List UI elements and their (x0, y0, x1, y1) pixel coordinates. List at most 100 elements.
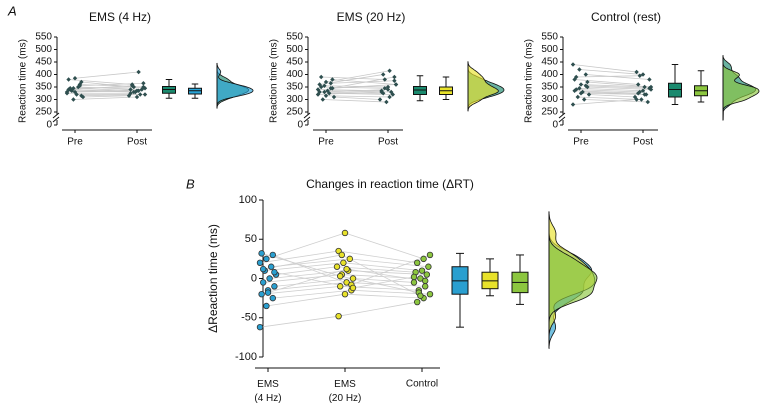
chart-title: EMS (20 Hz) (337, 10, 406, 24)
point (337, 272, 344, 280)
y-tick-label: -100 (235, 351, 257, 363)
point (390, 92, 395, 97)
point (136, 88, 141, 93)
point (139, 87, 144, 92)
pair-line (325, 95, 390, 98)
point (134, 94, 140, 100)
pair-line (346, 282, 426, 287)
panel-label: A (7, 3, 17, 18)
point (141, 81, 146, 86)
point (133, 89, 138, 95)
y-tick-label: 550 (35, 32, 52, 43)
axis-break (52, 112, 60, 123)
point (387, 68, 392, 73)
axis-break (558, 112, 566, 123)
point (577, 67, 582, 72)
y-tick-label: 500 (286, 44, 303, 55)
point (570, 102, 576, 107)
pair-line (352, 278, 415, 283)
pair-line (343, 262, 423, 272)
point (337, 283, 344, 290)
point (64, 91, 70, 96)
pair-line (344, 293, 424, 299)
pair-line (585, 85, 650, 89)
point (317, 89, 322, 95)
pair-line (588, 94, 636, 98)
point (392, 74, 397, 80)
y-tick-label: 50 (245, 233, 257, 245)
pair-line (324, 85, 389, 88)
point (574, 74, 579, 80)
pair-line (322, 99, 387, 103)
point (142, 86, 148, 91)
pair-line (577, 96, 642, 100)
pair-line (585, 74, 650, 80)
point (260, 279, 267, 286)
point (645, 99, 650, 105)
point (410, 273, 418, 281)
pair-line (274, 278, 354, 287)
point (72, 76, 78, 81)
point (381, 91, 386, 96)
point (385, 87, 391, 92)
point (637, 73, 642, 78)
y-tick-label: 350 (541, 82, 558, 93)
pair-line (269, 270, 349, 279)
pair-line (70, 86, 134, 89)
point (258, 250, 265, 257)
pair-line (580, 92, 645, 95)
point (634, 97, 639, 102)
pair-line (580, 84, 645, 88)
y-tick-label: 450 (286, 57, 303, 68)
point (256, 259, 264, 266)
point (126, 93, 132, 98)
y-tick-label: 400 (286, 69, 303, 80)
point (271, 269, 278, 276)
point (333, 263, 341, 270)
pair-line (275, 266, 338, 275)
point (634, 69, 639, 75)
chart-title: Changes in reaction time (ΔRT) (306, 177, 474, 191)
point (420, 255, 427, 263)
point (271, 283, 278, 290)
point (319, 74, 324, 80)
point (392, 78, 397, 83)
point (574, 87, 579, 92)
y-axis-label: Reaction time (ms) (18, 39, 29, 123)
point (575, 94, 580, 100)
point (583, 83, 588, 88)
pair-line (574, 90, 639, 94)
pair-line (330, 80, 395, 84)
pair-line (587, 81, 652, 88)
y-tick-label: 400 (541, 69, 558, 80)
box (668, 82, 682, 98)
pair-line (572, 64, 637, 73)
point (385, 84, 391, 90)
pair-line (272, 289, 352, 299)
y-tick-label: 400 (35, 69, 52, 80)
pair-line (344, 232, 424, 260)
x-tick-label: EMS (4 Hz) (254, 379, 281, 404)
point (268, 263, 275, 270)
point (425, 263, 432, 270)
point (141, 84, 146, 90)
point (382, 77, 387, 82)
x-tick-label: EMS (20 Hz) (329, 379, 362, 404)
point (341, 291, 349, 298)
point (384, 99, 389, 105)
pair-line (267, 268, 347, 294)
point (393, 82, 399, 87)
y-tick-label: 450 (35, 57, 52, 68)
pair-line (572, 99, 637, 105)
pair-line (272, 254, 352, 286)
point (582, 97, 587, 102)
y-tick-label: 250 (35, 107, 52, 118)
pair-line (341, 254, 421, 297)
point (71, 97, 76, 102)
point (79, 93, 84, 98)
y-tick-label: 250 (541, 107, 558, 118)
point (648, 84, 654, 90)
point (349, 275, 357, 282)
point (423, 271, 430, 278)
